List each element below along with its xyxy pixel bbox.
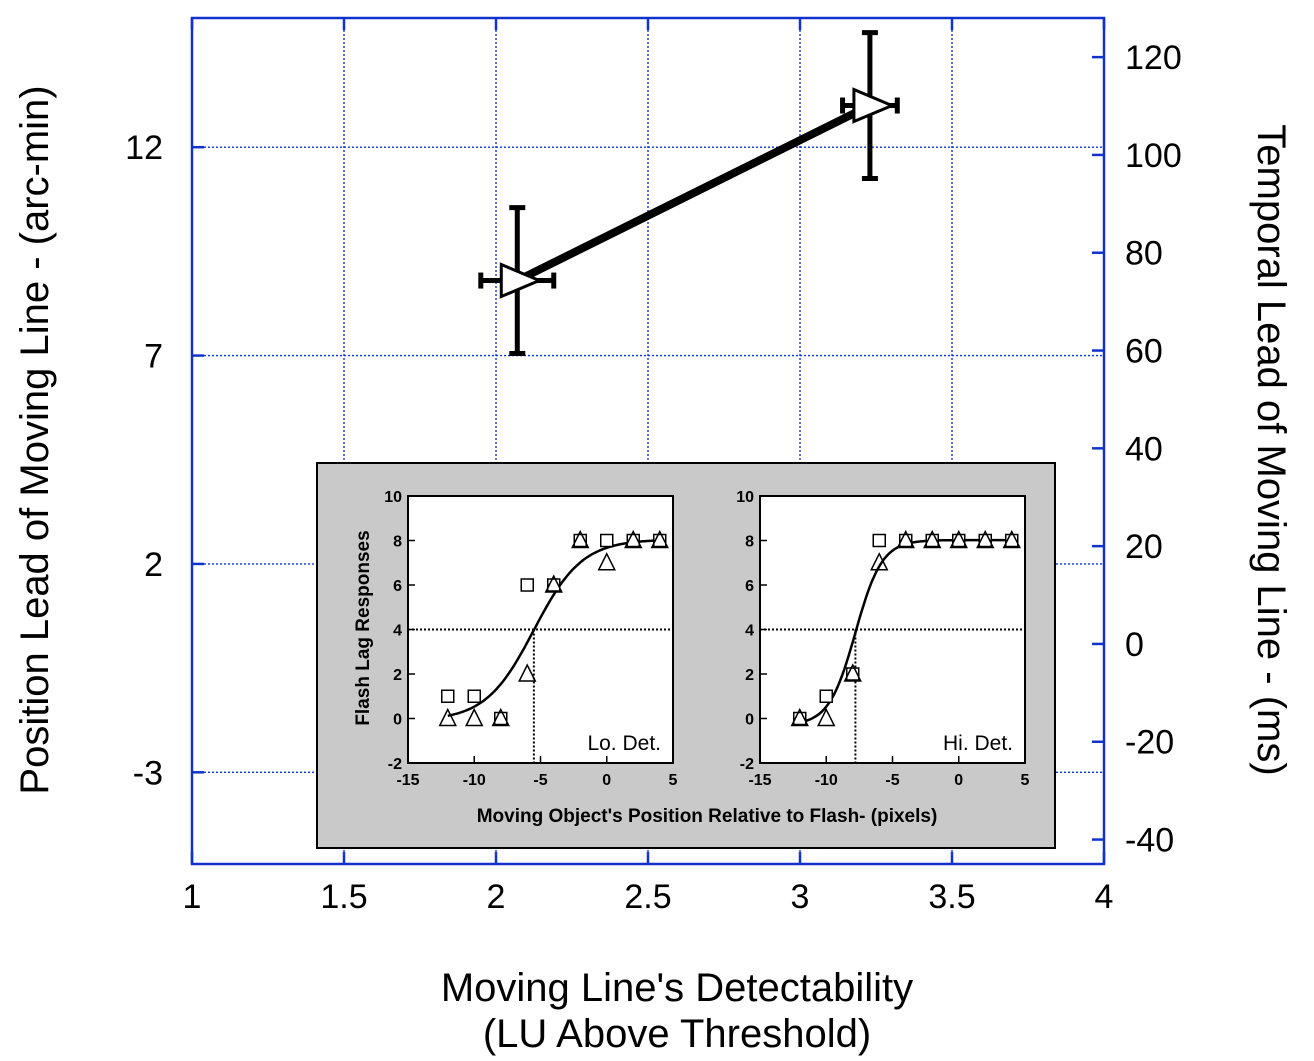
x-tick-label: 2.5 bbox=[624, 878, 671, 916]
inset-panels: Moving Object's Position Relative to Fla… bbox=[316, 462, 1056, 849]
inset-x-tick-label: -10 bbox=[463, 772, 486, 789]
inset-panel: -2 0 2 4 6 8 10 -15 -10 -5 0 5 Lo. Det. bbox=[384, 489, 677, 789]
triangle-marker bbox=[949, 529, 968, 549]
inset-x-tick-label: 0 bbox=[954, 772, 963, 789]
triangle-marker bbox=[870, 552, 889, 571]
y-left-tick-label: 12 bbox=[125, 129, 163, 167]
triangle-marker bbox=[518, 663, 537, 682]
y-left-tick-label: 7 bbox=[144, 338, 163, 376]
inset-y-tick-label: 6 bbox=[393, 578, 402, 595]
inset-x-tick-label: -15 bbox=[396, 772, 419, 789]
triangle-marker bbox=[650, 529, 669, 549]
y-right-tick-label: 100 bbox=[1125, 137, 1182, 175]
inset-y-tick-label: 0 bbox=[393, 712, 402, 729]
y-right-tick-label: -40 bbox=[1125, 822, 1174, 860]
triangle-marker bbox=[817, 707, 836, 727]
triangle-marker bbox=[571, 529, 590, 549]
triangle-marker bbox=[544, 574, 563, 593]
inset-y-tick-label: 10 bbox=[736, 489, 754, 506]
y-left-tick-label: -3 bbox=[133, 754, 163, 792]
inset-y-tick-label: 4 bbox=[745, 623, 754, 640]
triangle-marker bbox=[923, 529, 942, 549]
inset-y-tick-label: 2 bbox=[745, 667, 754, 684]
y-right-tick-label: -20 bbox=[1125, 724, 1174, 762]
inset-x-tick-label: 5 bbox=[669, 772, 678, 789]
square-marker bbox=[467, 689, 481, 703]
inset-x-tick-label: 5 bbox=[1021, 772, 1030, 789]
triangle-marker bbox=[491, 707, 510, 727]
inset-x-tick-label: -5 bbox=[885, 772, 899, 789]
triangle-marker bbox=[976, 529, 995, 549]
square-marker bbox=[520, 578, 534, 592]
data-point-marker bbox=[499, 262, 544, 299]
x-tick-label: 3.5 bbox=[928, 878, 975, 916]
y-right-tick-label: 20 bbox=[1125, 528, 1163, 566]
triangle-marker bbox=[790, 707, 809, 727]
triangle-marker bbox=[896, 529, 915, 549]
inset-y-tick-label: 2 bbox=[393, 667, 402, 684]
inset-panel-label: Lo. Det. bbox=[587, 732, 661, 755]
square-marker bbox=[819, 689, 833, 703]
triangle-marker bbox=[1002, 529, 1021, 549]
x-axis-label-line1: Moving Line's Detectability bbox=[441, 966, 913, 1010]
inset-y-tick-label: -2 bbox=[388, 756, 402, 773]
inset-y-tick-label: 10 bbox=[384, 489, 402, 506]
triangle-marker bbox=[438, 707, 457, 727]
series-line bbox=[515, 101, 872, 285]
inset-x-tick-label: 0 bbox=[602, 772, 611, 789]
inset-panel: -2 0 2 4 6 8 10 -15 -10 -5 0 5 Hi. Det. bbox=[736, 489, 1029, 789]
y-right-tick-label: 60 bbox=[1125, 333, 1163, 371]
inset-y-tick-label: 6 bbox=[745, 578, 754, 595]
inset-x-tick-label: -10 bbox=[815, 772, 838, 789]
inset-y-tick-label: 4 bbox=[393, 623, 402, 640]
inset-panel-label: Hi. Det. bbox=[943, 732, 1013, 755]
data-point-marker bbox=[852, 87, 896, 124]
x-tick-label: 2 bbox=[487, 878, 506, 916]
inset-y-tick-label: 8 bbox=[745, 534, 754, 551]
y-right-tick-label: 80 bbox=[1125, 235, 1163, 273]
y-right-tick-label: 40 bbox=[1125, 430, 1163, 468]
y-left-tick-label: 2 bbox=[144, 546, 163, 584]
inset-y-tick-label: 0 bbox=[745, 712, 754, 729]
x-tick-label: 3 bbox=[791, 878, 810, 916]
y-right-tick-label: 0 bbox=[1125, 626, 1144, 664]
x-tick-label: 4 bbox=[1095, 878, 1114, 916]
square-marker bbox=[872, 533, 886, 548]
inset-x-tick-label: -5 bbox=[533, 772, 547, 789]
psychometric-fit-curve bbox=[447, 539, 660, 718]
inset-x-axis-label: Moving Object's Position Relative to Fla… bbox=[477, 806, 938, 827]
inset-y-tick-label: 8 bbox=[393, 534, 402, 551]
triangle-marker bbox=[597, 552, 616, 571]
x-tick-label: 1.5 bbox=[320, 878, 367, 916]
square-marker bbox=[441, 689, 455, 703]
x-tick-label: 1 bbox=[183, 878, 202, 916]
x-axis-label-line2: (LU Above Threshold) bbox=[483, 1012, 871, 1056]
triangle-marker bbox=[465, 707, 484, 727]
triangle-marker bbox=[843, 663, 862, 682]
inset-y-axis-label: Flash Lag Responses bbox=[353, 530, 374, 725]
y-left-axis-label: Position Lead of Moving Line - (arc-min) bbox=[13, 85, 57, 794]
square-marker bbox=[600, 533, 614, 548]
inset-y-tick-label: -2 bbox=[740, 756, 754, 773]
inset-x-tick-label: -15 bbox=[748, 772, 771, 789]
triangle-marker bbox=[624, 529, 643, 549]
y-right-tick-label: 120 bbox=[1125, 39, 1182, 77]
y-right-axis-label: Temporal Lead of Moving Line - (ms) bbox=[1249, 124, 1293, 775]
